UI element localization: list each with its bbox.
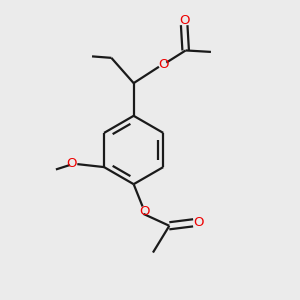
- Text: O: O: [159, 58, 169, 71]
- Text: O: O: [139, 205, 149, 218]
- Text: O: O: [193, 216, 204, 229]
- Text: O: O: [179, 14, 189, 27]
- Text: O: O: [67, 157, 77, 170]
